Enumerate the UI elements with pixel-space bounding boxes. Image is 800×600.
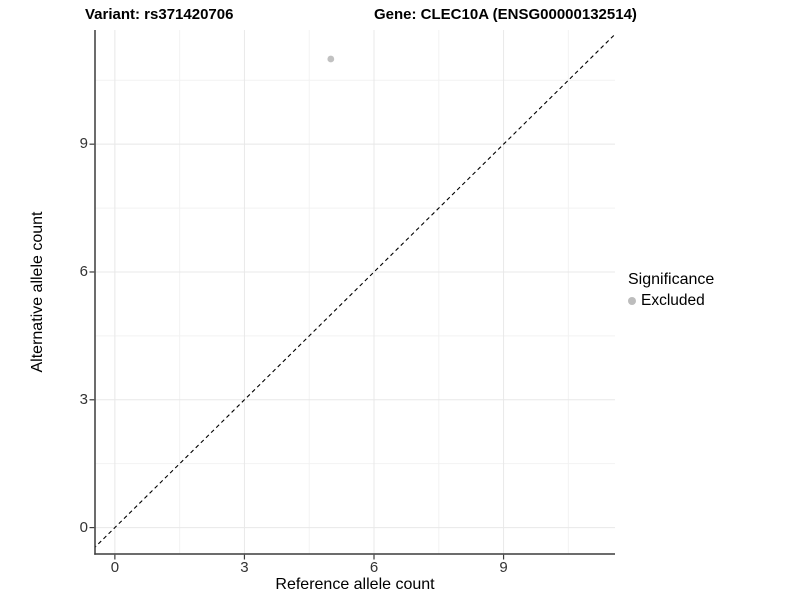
- plot-title-gene: Gene: CLEC10A (ENSG00000132514): [374, 6, 637, 23]
- y-tick-label: 6: [79, 262, 88, 280]
- y-tick-label: 9: [79, 135, 88, 153]
- y-axis-title: Alternative allele count: [29, 211, 46, 373]
- panel-content: [95, 30, 615, 554]
- data-point: [327, 55, 335, 63]
- plot-title-variant: Variant: rs371420706: [85, 6, 234, 23]
- y-tick-label: 3: [79, 390, 88, 408]
- legend-title: Significance: [628, 271, 715, 288]
- legend-entry-label: Excluded: [641, 292, 705, 309]
- x-axis-title: Reference allele count: [275, 576, 435, 593]
- x-tick-label: 9: [499, 559, 508, 576]
- legend-point-icon: [628, 297, 636, 305]
- legend-entries: Excluded: [628, 292, 714, 310]
- y-tick-label: 0: [79, 518, 88, 536]
- legend: Significance Excluded: [628, 271, 714, 310]
- x-tick-label: 6: [369, 559, 379, 576]
- legend-entry: Excluded: [628, 292, 714, 310]
- x-tick-label: 0: [110, 559, 120, 576]
- identity-dashed-line: [95, 33, 615, 548]
- x-tick-label: 3: [240, 559, 249, 576]
